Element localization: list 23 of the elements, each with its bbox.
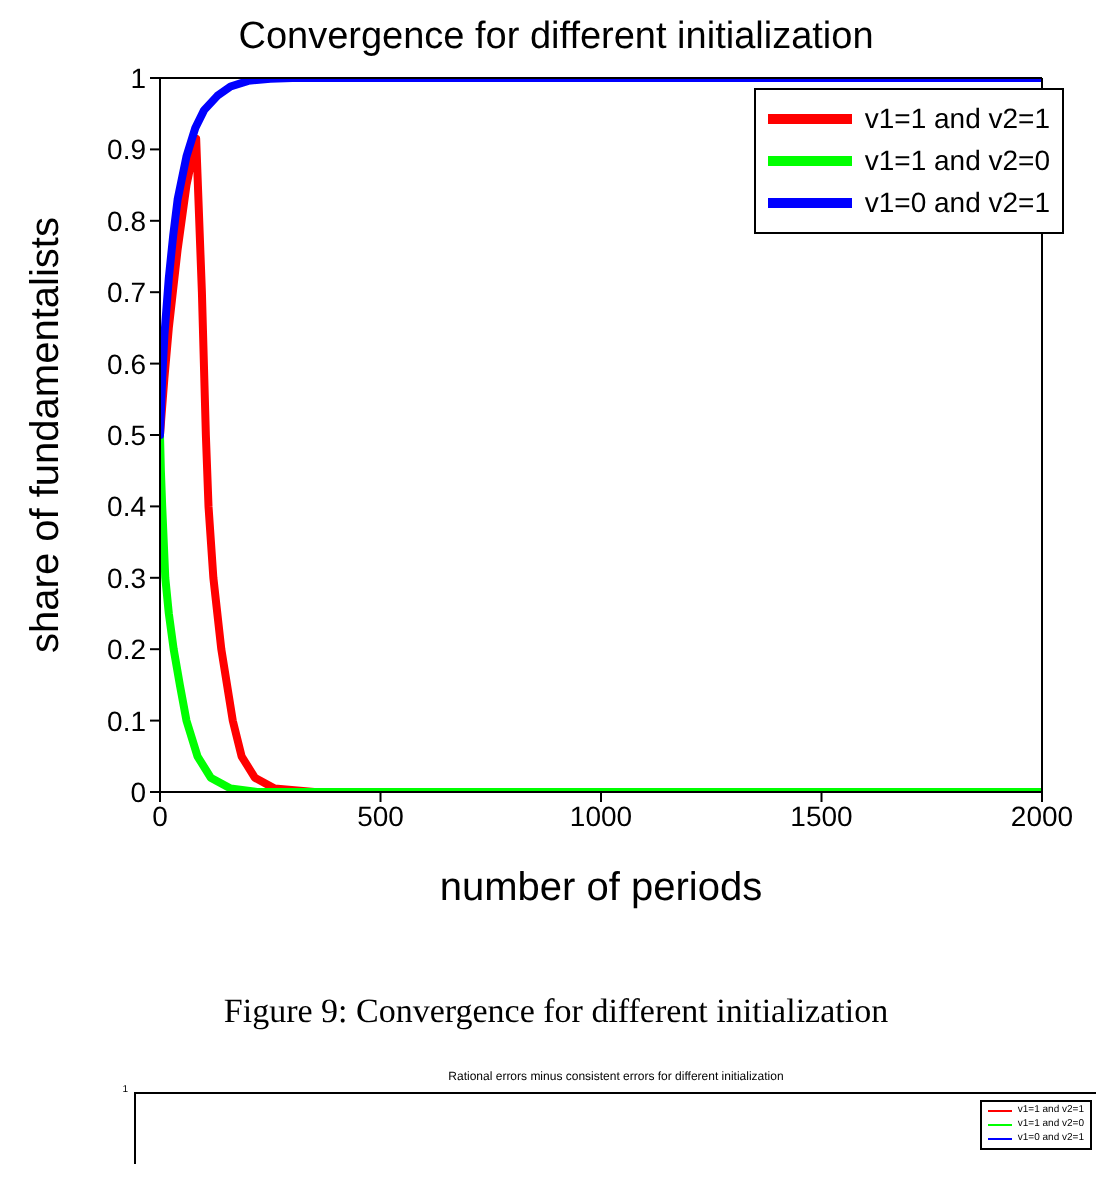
y-tick-label: 0 xyxy=(130,775,147,808)
x-axis-title: number of periods xyxy=(439,866,763,910)
y-tick-label: 0.7 xyxy=(107,276,147,309)
legend-label: v1=0 and v2=1 xyxy=(864,184,1050,222)
legend-label: v1=1 and v2=1 xyxy=(864,100,1050,138)
x-tick-label: 2000 xyxy=(1010,799,1074,832)
y-tick-label: 0.1 xyxy=(107,704,147,737)
y-tick-label: 0.5 xyxy=(107,418,147,451)
y-tick-label: 0.4 xyxy=(107,490,147,523)
y-tick-label: 0.3 xyxy=(107,561,147,594)
x-tick-label: 1500 xyxy=(790,799,854,832)
y-tick-label: 0.6 xyxy=(107,347,147,380)
y-tick-label: 0.9 xyxy=(107,133,147,166)
y-tick-label: 0.8 xyxy=(107,204,147,237)
x-tick-label: 1000 xyxy=(569,799,633,832)
y-tick-label: 0.2 xyxy=(107,633,147,666)
x-tick-label: 500 xyxy=(357,799,405,832)
caption: Figure 9: Convergence for different initialization xyxy=(221,992,891,1032)
x-tick-label: 0 xyxy=(152,799,169,832)
legend-label: v1=1 and v2=0 xyxy=(864,142,1050,180)
y-axis-title: share of fundamentalists xyxy=(24,217,69,653)
y-tick-label: 1 xyxy=(130,61,147,94)
chart-title: Convergence for different initialization xyxy=(236,16,876,60)
